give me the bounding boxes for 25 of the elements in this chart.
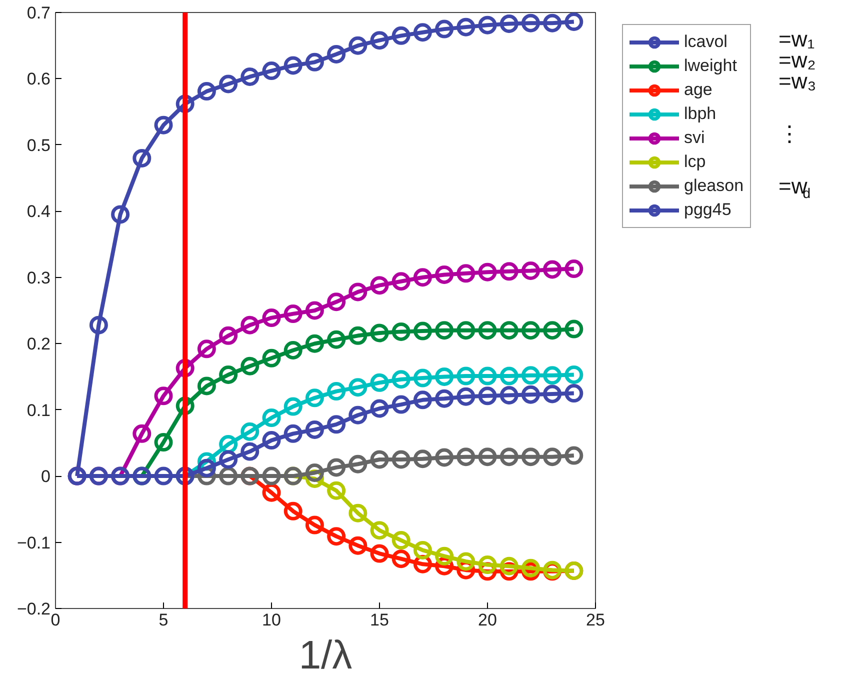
legend-label: pgg45 [684,199,732,221]
x-axis-title: 1/λ [298,634,352,678]
y-tick-label: 0.3 [26,268,51,288]
legend-label: svi [684,127,705,149]
x-tick-label: 10 [262,610,281,630]
x-tick-label: 5 [158,610,168,630]
y-tick-label: 0.1 [26,400,51,420]
legend-label: age [684,79,712,101]
y-tick-label: 0.5 [26,136,51,155]
y-tick-label: 0.4 [26,202,51,222]
legend-label: gleason [684,175,744,197]
y-tick-label: 0.7 [26,4,51,22]
legend-label: lcavol [684,31,728,53]
y-tick-label: 0 [41,467,51,486]
text: ⋮ [778,120,800,146]
legend-label: lweight [684,55,737,77]
x-tick-label: 25 [586,610,605,630]
y-tick-label: −0.2 [16,600,50,618]
x-tick-label: 15 [370,610,389,630]
y-tick-label: −0.1 [16,533,50,552]
legend-label: lcp [684,151,706,173]
legend-label: lbph [684,103,716,125]
x-tick-label: 20 [478,610,497,630]
y-tick-label: 0.6 [26,70,51,89]
y-tick-label: 0.2 [26,334,51,354]
